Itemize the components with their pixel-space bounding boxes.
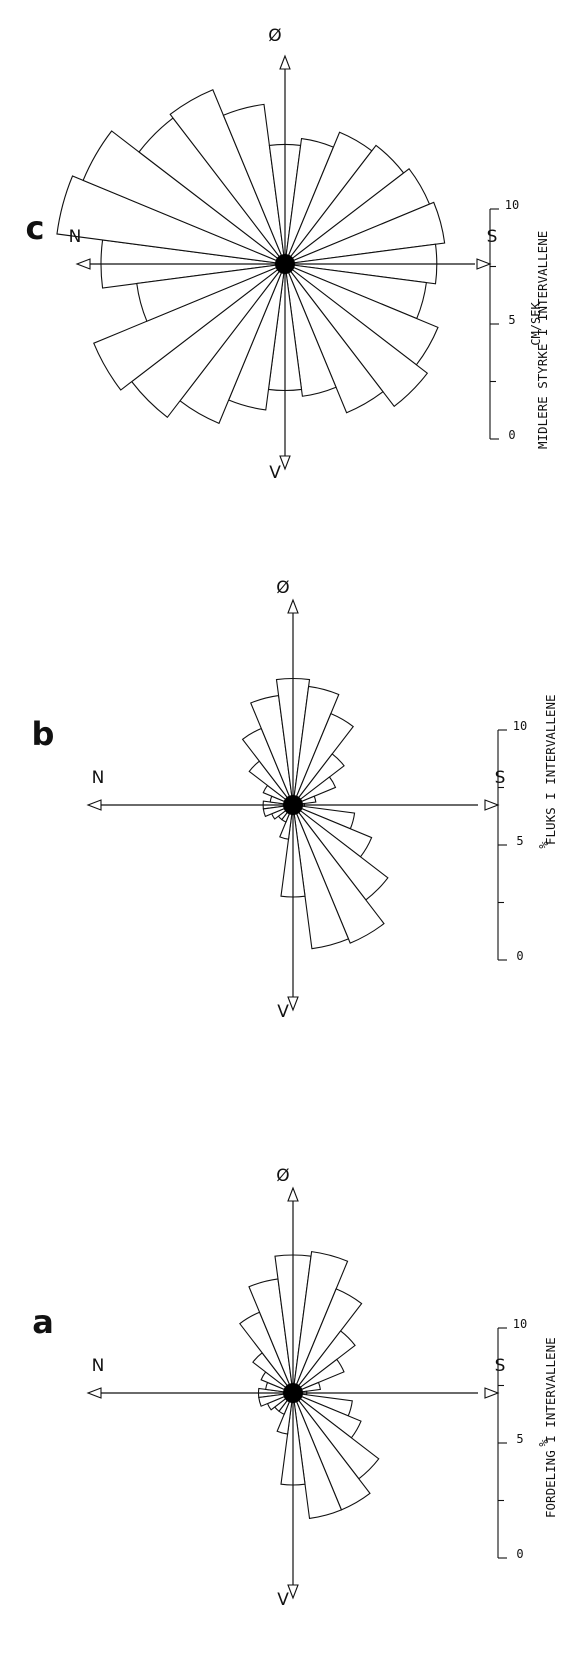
compass-axes-b — [86, 598, 500, 1012]
direction-label-east-c: Ø — [268, 26, 281, 46]
direction-label-north-a: N — [92, 1356, 105, 1376]
rose-petal-b-255 — [292, 804, 350, 950]
rose-petal-c-225 — [284, 263, 429, 408]
rose-panel-a: N S Ø V a FORDELING I INTERVALLENE 0 5 10% — [32, 1166, 558, 1610]
direction-label-south-c: S — [487, 227, 498, 247]
scale-tick-label-b-10: 10 — [513, 719, 527, 733]
rose-petal-c-240 — [284, 263, 384, 414]
rose-petals-c — [56, 89, 446, 425]
scale-bar-b: 0 5 10% — [497, 719, 551, 963]
rose-panel-c: N S Ø V c MIDLERE STYRKE I INTERVALLENE … — [26, 26, 550, 483]
scale-tick-label-b-0: 0 — [516, 949, 523, 963]
rose-petal-a-120 — [292, 1288, 363, 1394]
direction-label-east-a: Ø — [276, 1166, 289, 1186]
scale-tick-label-a-10: 10 — [513, 1317, 527, 1331]
rose-petal-b-105 — [292, 685, 340, 806]
rose-petal-b-135 — [292, 753, 345, 806]
direction-label-north-b: N — [92, 768, 105, 788]
rose-petal-b-240 — [292, 804, 385, 944]
rose-petal-a-150 — [292, 1358, 345, 1394]
direction-label-west-b: V — [277, 1002, 289, 1022]
rose-petal-c-345 — [136, 263, 286, 322]
panel-caption-a: FORDELING I INTERVALLENE — [543, 1337, 558, 1518]
scale-tick-label-a-5: 5 — [516, 1432, 523, 1446]
rose-petals-b — [241, 677, 389, 950]
direction-label-west-c: V — [269, 463, 281, 483]
scale-tick-label-a-0: 0 — [516, 1547, 523, 1561]
compass-axes-c — [75, 54, 492, 471]
rose-petal-c-15 — [56, 175, 286, 265]
rose-petal-a-135 — [292, 1330, 356, 1394]
scale-bar-c: 0 5 10 CM/SEK — [489, 198, 543, 442]
rose-petal-a-255 — [292, 1392, 343, 1520]
direction-label-south-b: S — [495, 768, 506, 788]
panel-label-c: c — [26, 209, 45, 247]
direction-label-south-a: S — [495, 1356, 506, 1376]
panel-label-b: b — [32, 715, 55, 753]
rose-petal-a-105 — [292, 1251, 349, 1394]
scale-unit-b: % — [537, 841, 551, 849]
panel-label-a: a — [32, 1303, 54, 1341]
compass-axes-a — [86, 1186, 500, 1600]
rose-petal-c-60 — [169, 89, 286, 265]
direction-label-east-b: Ø — [276, 578, 289, 598]
scale-unit-c: CM/SEK — [529, 302, 543, 346]
rose-petal-c-330 — [93, 263, 286, 391]
panel-caption-b: FLUKS I INTERVALLENE — [543, 694, 558, 845]
rose-petal-c-30 — [82, 130, 286, 265]
rose-petal-c-255 — [284, 263, 337, 397]
rose-petal-c-75 — [222, 103, 286, 265]
scale-tick-label-c-10: 10 — [505, 198, 519, 212]
scale-tick-label-c-5: 5 — [508, 313, 515, 327]
panel-caption-c: MIDLERE STYRKE I INTERVALLENE — [535, 231, 550, 449]
rose-panel-b: N S Ø V b FLUKS I INTERVALLENE 0 5 10% — [32, 578, 558, 1022]
scale-bar-a: 0 5 10% — [497, 1317, 551, 1561]
direction-label-west-a: V — [277, 1590, 289, 1610]
scale-tick-label-c-0: 0 — [508, 428, 515, 442]
scale-unit-a: % — [537, 1439, 551, 1447]
scale-tick-label-b-5: 5 — [516, 834, 523, 848]
rose-petals-a — [239, 1251, 380, 1520]
rose-petal-b-150 — [292, 776, 337, 806]
rose-petal-b-120 — [292, 712, 354, 806]
direction-label-north-c: N — [69, 227, 82, 247]
rose-petal-c-165 — [284, 201, 446, 265]
